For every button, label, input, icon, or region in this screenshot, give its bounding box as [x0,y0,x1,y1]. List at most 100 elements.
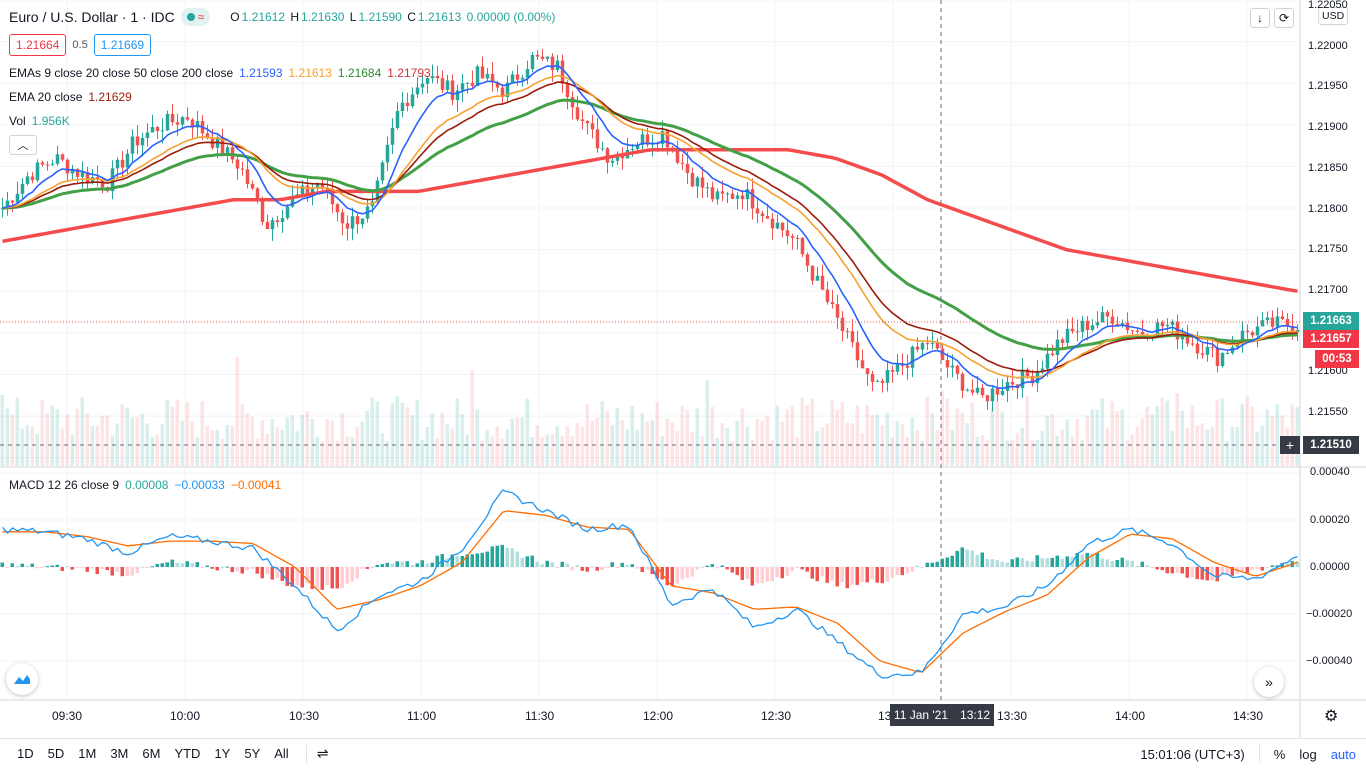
volume-bar [580,426,584,466]
ema50-line [2,98,1298,351]
histogram-bar [640,567,644,573]
log-scale-button[interactable]: log [1299,746,1317,762]
volume-bar [460,414,464,466]
histogram-bar [720,565,724,567]
histogram-bar [285,567,289,586]
candle-body [480,66,485,79]
signal-line [2,510,1298,673]
range-1y-button[interactable]: 1Y [214,746,231,761]
histogram-bar [1205,567,1209,581]
candle-body [825,289,830,303]
candle-body [115,159,120,169]
volume-bar [400,402,404,466]
volume-bar [450,427,454,466]
volume-bar [280,430,284,466]
histogram-bar [65,566,69,568]
candle-body [795,237,800,239]
sell-button[interactable]: 1.21664 [9,34,67,56]
reset-chart-button[interactable]: ⟳ [1274,8,1294,28]
volume-bar [560,435,564,466]
clock-display[interactable]: 15:01:06 (UTC+3) [1140,746,1245,762]
crosshair [0,0,1300,700]
volume-bar [115,423,119,466]
volume-bar [1145,406,1149,466]
volume-bar [865,405,869,466]
volume-bar [1015,432,1019,466]
symbol-title[interactable]: Euro / U.S. Dollar · 1 · IDC [9,9,175,25]
range-ytd-button[interactable]: YTD [174,746,201,761]
candle-body [520,77,525,80]
crosshair-price-tag: 1.21510 [1303,436,1359,454]
histogram-bar [775,567,779,578]
candle-body [505,82,510,98]
crosshair-time: 13:12 [960,708,991,722]
candle-body [25,176,30,184]
chart-canvas[interactable] [0,0,1366,738]
scroll-down-button[interactable]: ↓ [1250,8,1270,28]
volume-bar [650,420,654,466]
candle-body [180,117,185,125]
histogram-bar [845,567,849,589]
histogram-bar [250,567,254,570]
range-all-button[interactable]: All [274,746,289,761]
currency-button[interactable]: USD [1318,7,1349,25]
gear-icon[interactable]: ⚙ [1324,708,1339,725]
histogram-bar [1245,567,1249,574]
range-1d-button[interactable]: 1D [17,746,34,761]
histogram-bar [445,558,449,567]
histogram-bar [1050,557,1054,567]
volume-bar [1135,426,1139,466]
volume-bar [1240,403,1244,466]
histogram-bar [670,567,674,586]
histogram-bar [1100,558,1104,567]
price-tick: 1.21800 [1308,203,1348,215]
volume-bar [1175,393,1179,466]
market-status-icon[interactable]: ≈ [180,8,211,26]
histogram-bar [885,567,889,582]
collapse-legend-button[interactable]: ︿ [9,135,37,155]
range-3m-button[interactable]: 3M [110,746,129,761]
goto-date-icon[interactable]: ⇌ [316,745,329,761]
tradingview-logo[interactable] [6,663,38,695]
candle-body [995,388,1000,395]
candle-body [300,185,305,195]
histogram-bar [260,567,264,579]
histogram-bar [1055,555,1059,567]
volume-bar [265,433,269,466]
range-5d-button[interactable]: 5D [47,746,65,761]
candle-body [440,78,445,90]
time-tick: 11:30 [525,709,555,723]
volume-bar [1020,427,1024,466]
candle-body [15,193,20,203]
candle-body [700,177,705,188]
histogram-bar [965,549,969,567]
candle-body [155,127,160,132]
candle-body [1205,346,1210,355]
candle-body [1095,322,1100,326]
range-1m-button[interactable]: 1M [78,746,97,761]
candle-body [285,206,290,219]
buy-button[interactable]: 1.21669 [93,34,152,56]
ema20-legend[interactable]: EMA 20 close 1.21629 [9,90,132,104]
volume-bar [255,438,259,466]
add-alert-button[interactable]: + [1280,436,1300,454]
candle-body [1090,325,1095,330]
volume-bar [1105,427,1109,466]
histogram-bar [95,567,99,575]
histogram-bar [510,548,514,567]
volume-bar [1270,415,1274,466]
percent-scale-button[interactable]: % [1273,746,1286,762]
volume-bar [260,420,264,466]
macd-legend[interactable]: MACD 12 26 close 9 0.00008 −0.00033 −0.0… [9,478,281,492]
volume-bar [880,425,884,466]
scroll-to-realtime-button[interactable]: » [1254,667,1284,697]
right-toolbar: 15:01:06 (UTC+3) % log auto [1140,739,1356,768]
range-5y-button[interactable]: 5Y [244,746,261,761]
range-6m-button[interactable]: 6M [142,746,161,761]
histogram-bar [790,567,794,572]
histogram-bar [235,567,239,572]
emas-legend[interactable]: EMAs 9 close 20 close 50 close 200 close… [9,66,431,80]
auto-scale-button[interactable]: auto [1330,746,1356,762]
volume-legend[interactable]: Vol 1.956K [9,114,70,128]
volume-bar [320,440,324,466]
